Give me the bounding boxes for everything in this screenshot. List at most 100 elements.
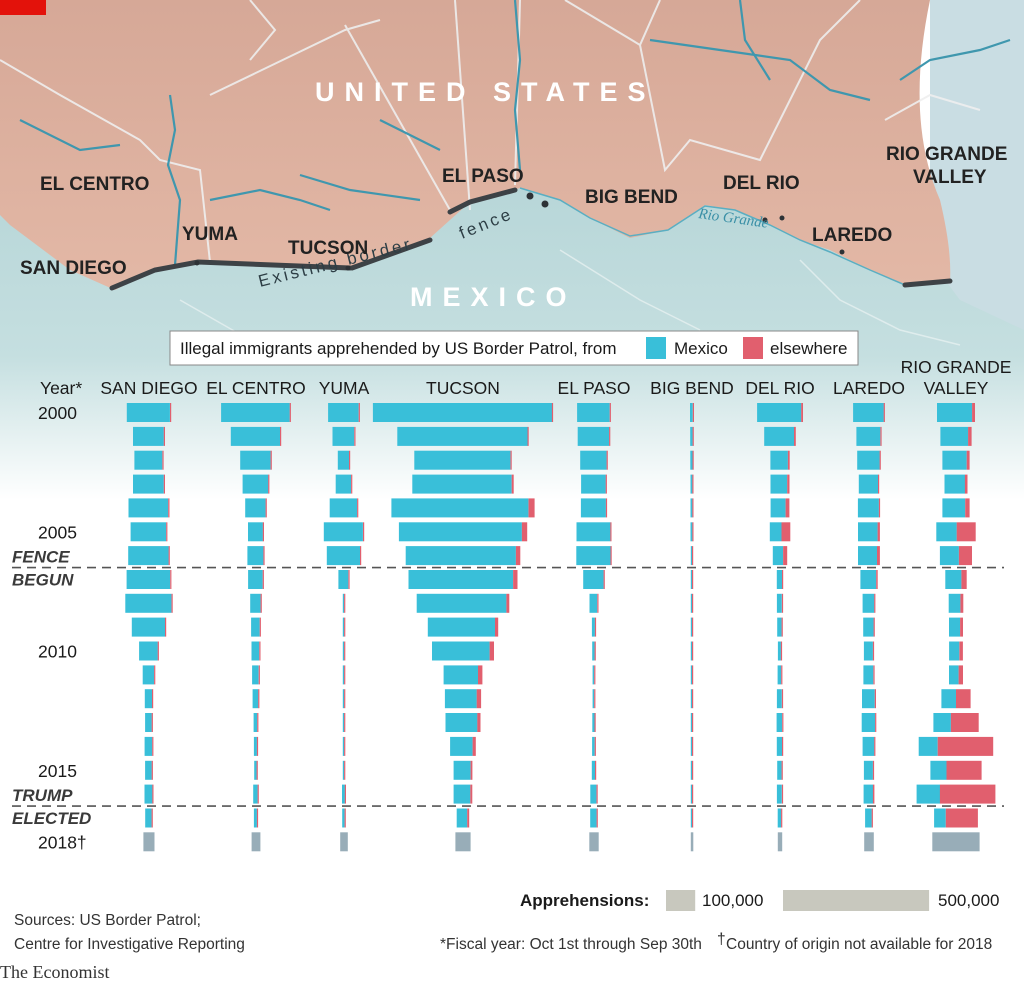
bar-del-rio-2008-elsewhere [781, 593, 784, 613]
bar-del-rio-2008-mexico [776, 593, 782, 613]
size-scale: Apprehensions: 100,000 500,000 [520, 890, 999, 911]
bar-big-bend-2017-mexico [690, 808, 693, 828]
bar-big-bend-2011-elsewhere [692, 665, 694, 685]
bar-big-bend-2006-mexico [690, 546, 693, 566]
bar-tucson-2001-mexico [397, 426, 528, 446]
bar-laredo-2013-mexico [861, 713, 876, 732]
bar-rio-grande-valley-2009-mexico [949, 617, 961, 637]
bar-rio-grande-valley-2015-elsewhere [946, 760, 982, 780]
bar-el-paso-2007-mexico [583, 570, 604, 589]
bar-yuma-2010-mexico [342, 641, 345, 661]
bar-big-bend-2007-elsewhere [692, 570, 694, 589]
bar-del-rio-2002-elsewhere [787, 450, 790, 470]
bar-el-paso-2008-mexico [589, 593, 598, 613]
bar-el-centro-2015-elsewhere [256, 760, 258, 780]
bar-tucson-2010-mexico [432, 641, 490, 661]
bar-laredo-2001-elsewhere [880, 426, 882, 446]
legend-swatch-elsewhere [743, 337, 763, 359]
bar-rio-grande-valley-2008-elsewhere [960, 593, 964, 613]
country-label-us: UNITED STATES [315, 77, 656, 107]
bar-tucson-2016-mexico [453, 784, 471, 804]
bar-del-rio-2018-total [777, 832, 783, 852]
series-san-diego [125, 403, 173, 852]
scale-label-100k: 100,000 [702, 891, 763, 910]
bar-san-diego-2001-elsewhere [163, 426, 165, 446]
bar-yuma-2015-elsewhere [344, 760, 346, 780]
bar-el-paso-2013-elsewhere [594, 713, 596, 732]
bar-laredo-2014-elsewhere [874, 736, 876, 756]
bar-el-paso-2001-mexico [577, 426, 610, 446]
bar-yuma-2008-mexico [342, 593, 345, 613]
bar-big-bend-2008-elsewhere [692, 593, 694, 613]
map-label-rio-grande: RIO GRANDE [886, 144, 1007, 165]
bar-del-rio-2009-elsewhere [781, 617, 783, 637]
bar-rio-grande-valley-2014-elsewhere [937, 736, 994, 756]
bar-big-bend-2006-elsewhere [692, 546, 694, 566]
bar-del-rio-2011-mexico [777, 665, 782, 685]
bar-yuma-2004-elsewhere [357, 498, 359, 518]
bar-tucson-2011-mexico [443, 665, 479, 685]
bar-big-bend-2005-elsewhere [692, 522, 694, 542]
bar-yuma-2011-mexico [342, 665, 345, 685]
bar-laredo-2008-mexico [862, 593, 875, 613]
bar-del-rio-2000-mexico [757, 403, 802, 422]
bar-el-centro-2012-elsewhere [258, 689, 260, 709]
map-label-big-bend: BIG BEND [585, 187, 678, 208]
bar-san-diego-2001-mexico [133, 426, 164, 446]
bar-san-diego-2008-mexico [125, 593, 172, 613]
bar-tucson-2006-mexico [405, 546, 516, 566]
bar-el-paso-2016-elsewhere [596, 784, 598, 804]
sources-line-2: Centre for Investigative Reporting [14, 936, 245, 953]
year-ticks: 2000 2005 2010 2015 2018† [38, 403, 87, 852]
rivers [19, 0, 1011, 266]
bar-tucson-2005-mexico [398, 522, 522, 542]
scale-bar-500k [783, 890, 930, 911]
bar-el-centro-2011-mexico [252, 665, 259, 685]
bar-el-centro-2016-elsewhere [257, 784, 259, 804]
bar-laredo-2011-mexico [863, 665, 874, 685]
bar-el-paso-2014-elsewhere [594, 736, 596, 756]
bar-big-bend-2018-total [690, 832, 694, 852]
map-label-yuma: YUMA [182, 224, 238, 245]
bar-san-diego-2000-elsewhere [170, 403, 172, 422]
bar-el-paso-2003-mexico [581, 474, 606, 494]
bar-el-paso-2000-mexico [577, 403, 610, 422]
bar-el-centro-2009-mexico [251, 617, 260, 637]
bar-big-bend-2013-elsewhere [692, 713, 694, 732]
bar-big-bend-2012-mexico [690, 689, 693, 709]
bar-big-bend-2015-mexico [690, 760, 693, 780]
bar-big-bend-2010-mexico [690, 641, 693, 661]
bar-big-bend-2002-mexico [690, 450, 693, 470]
bar-el-centro-2015-mexico [254, 760, 257, 780]
bar-san-diego-2018-total [143, 832, 155, 852]
bar-del-rio-2012-mexico [776, 689, 782, 709]
bar-san-diego-2014-elsewhere [152, 736, 154, 756]
bar-rio-grande-valley-2013-mexico [933, 713, 951, 732]
bar-el-centro-2008-elsewhere [260, 593, 262, 613]
bar-yuma-2015-mexico [342, 760, 345, 780]
gulf-water [930, 0, 1024, 330]
bar-el-paso-2001-elsewhere [609, 426, 611, 446]
bar-el-paso-2005-elsewhere [610, 522, 612, 542]
bar-el-paso-2017-mexico [590, 808, 597, 828]
bar-tucson-2001-elsewhere [527, 426, 529, 446]
bar-rio-grande-valley-2007-elsewhere [961, 570, 967, 589]
bar-rio-grande-valley-2008-mexico [948, 593, 961, 613]
bar-del-rio-2001-mexico [764, 426, 794, 446]
bar-tucson-2014-mexico [450, 736, 473, 756]
bar-el-centro-2010-mexico [251, 641, 260, 661]
bar-el-paso-2009-elsewhere [594, 617, 597, 637]
bar-del-rio-2015-elsewhere [781, 760, 783, 780]
bar-yuma-2009-mexico [342, 617, 345, 637]
bar-laredo-2011-elsewhere [873, 665, 875, 685]
bar-el-paso-2008-elsewhere [597, 593, 599, 613]
bar-tucson-2004-elsewhere [528, 498, 535, 518]
bar-big-bend-2014-elsewhere [692, 736, 694, 756]
bar-big-bend-2016-mexico [690, 784, 693, 804]
bar-el-paso-2006-mexico [576, 546, 611, 566]
bar-el-paso-2013-mexico [592, 713, 595, 732]
map-label-tucson: TUCSON [288, 238, 368, 259]
bar-big-bend-2012-elsewhere [692, 689, 694, 709]
bar-rio-grande-valley-2003-mexico [944, 474, 965, 494]
map-label-el-paso: EL PASO [442, 166, 524, 187]
